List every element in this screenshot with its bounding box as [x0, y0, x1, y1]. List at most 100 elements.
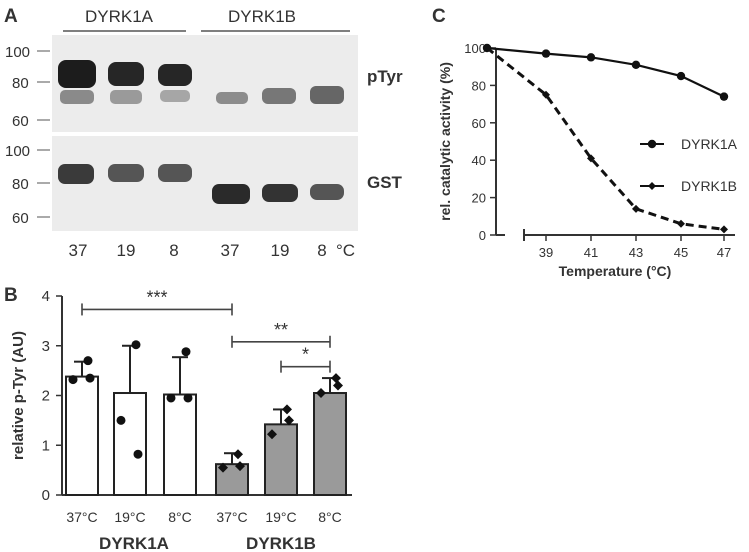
x-tick-label: 19°C [114, 509, 145, 525]
band-gst-lane-5 [262, 184, 298, 202]
panel-c-letter: C [432, 6, 446, 27]
y-tick-label: 0 [479, 228, 486, 243]
legend-label: DYRK1B [681, 178, 737, 194]
x-tick-label: 45 [674, 245, 688, 260]
data-point [131, 340, 141, 350]
data-point [719, 92, 729, 101]
lane-label-5: 19 [271, 241, 290, 260]
series-line-dyrk1b [486, 46, 725, 231]
blot-row-label-ptyr: pTyr [367, 67, 403, 86]
band-ptyr-lane-2-lower [110, 90, 142, 104]
significance-label: *** [146, 287, 167, 307]
mw-marker-100: 100 [5, 143, 30, 160]
y-tick-label: 40 [472, 153, 486, 168]
data-point [483, 44, 491, 52]
lane-labels: 37 19 8 37 19 8 °C [69, 241, 356, 260]
mw-marker-60: 60 [12, 113, 29, 130]
bar [313, 392, 347, 497]
band-ptyr-lane-3-lower [160, 90, 190, 102]
y-axis-label: rel. catalytic activity (%) [437, 62, 453, 221]
data-point [235, 461, 245, 472]
group-label-dyrk1a: DYRK1A [99, 534, 169, 552]
mw-marker-80: 80 [12, 75, 29, 92]
data-point [85, 373, 95, 383]
line-chart: 0 20 40 60 80 100 39 41 43 45 47 Temperature (°C) re… [437, 41, 738, 279]
data-point [284, 415, 294, 426]
data-point [541, 49, 551, 58]
band-ptyr-lane-1 [58, 60, 96, 88]
blot-group-label-dyrk1a: DYRK1A [85, 7, 154, 26]
y-tick-label: 1 [42, 437, 50, 454]
lane-label-3: 8 [169, 241, 178, 260]
bar [113, 392, 147, 497]
data-point [267, 429, 277, 440]
x-tick-label: 19°C [265, 509, 296, 525]
data-point [181, 347, 191, 357]
blot-group-label-dyrk1b: DYRK1B [228, 7, 296, 26]
y-tick-label: 100 [464, 41, 486, 56]
band-gst-lane-1 [58, 164, 94, 184]
x-tick-label: 43 [629, 245, 643, 260]
x-tick-label: 8°C [168, 509, 192, 525]
bar [65, 375, 99, 496]
y-tick-label: 0 [42, 487, 50, 504]
band-ptyr-lane-2 [108, 62, 144, 86]
x-tick-label: 37°C [66, 509, 97, 525]
band-ptyr-lane-3 [158, 64, 192, 86]
y-tick-label: 20 [472, 191, 486, 206]
band-gst-lane-4 [212, 184, 250, 204]
blot-panel: DYRK1A DYRK1B 100 80 60 [5, 7, 403, 260]
data-point [282, 404, 292, 415]
band-ptyr-lane-4 [216, 92, 248, 104]
data-point [632, 204, 640, 213]
y-axis-label: relative p-Tyr (AU) [10, 331, 27, 460]
band-ptyr-lane-5 [262, 88, 296, 104]
lane-unit: °C [336, 241, 355, 260]
x-tick-label: 39 [539, 245, 553, 260]
band-gst-lane-2 [108, 164, 144, 182]
band-ptyr-lane-1-lower [60, 90, 94, 104]
legend-marker [648, 182, 656, 190]
legend-label: DYRK1A [681, 136, 738, 152]
band-gst-lane-6 [310, 184, 344, 200]
data-point [586, 53, 596, 62]
data-point [587, 154, 595, 163]
data-point [116, 415, 126, 425]
data-point [331, 373, 341, 384]
data-point [166, 393, 176, 403]
panel-b-letter: B [4, 285, 18, 306]
panel-a-letter: A [4, 6, 18, 27]
data-point [542, 90, 550, 99]
mw-marker-100: 100 [5, 44, 30, 61]
band-gst-lane-3 [158, 164, 192, 182]
data-point [83, 356, 93, 366]
mw-markers-ptyr: 100 80 60 [5, 44, 50, 130]
x-axis-label: Temperature (°C) [559, 263, 672, 279]
data-point [631, 60, 641, 70]
data-point [333, 380, 343, 391]
lane-label-4: 37 [221, 241, 240, 260]
bar-chart: 0 1 2 3 4 relative p-Tyr (AU) 37°C 19°C 8°C 37°C 1… [10, 287, 352, 552]
legend-marker [647, 139, 657, 149]
blot-membrane-ptyr [52, 35, 358, 132]
blot-row-label-gst: GST [367, 173, 403, 192]
lane-label-2: 19 [117, 241, 136, 260]
group-label-dyrk1b: DYRK1B [246, 534, 316, 552]
data-point [677, 219, 685, 228]
significance-label: * [302, 345, 309, 365]
data-point [316, 388, 326, 399]
x-tick-label: 47 [717, 245, 731, 260]
data-point [676, 71, 686, 81]
mw-markers-gst: 100 80 60 [5, 143, 50, 227]
significance-label: ** [274, 320, 288, 340]
x-tick-label: 8°C [318, 509, 342, 525]
series-line-dyrk1a [486, 46, 725, 98]
bar [163, 393, 197, 497]
data-point [233, 449, 243, 460]
y-tick-label: 60 [472, 116, 486, 131]
y-tick-label: 4 [42, 288, 50, 305]
mw-marker-60: 60 [12, 210, 29, 227]
y-tick-label: 2 [42, 388, 50, 405]
lane-label-1: 37 [69, 241, 88, 260]
